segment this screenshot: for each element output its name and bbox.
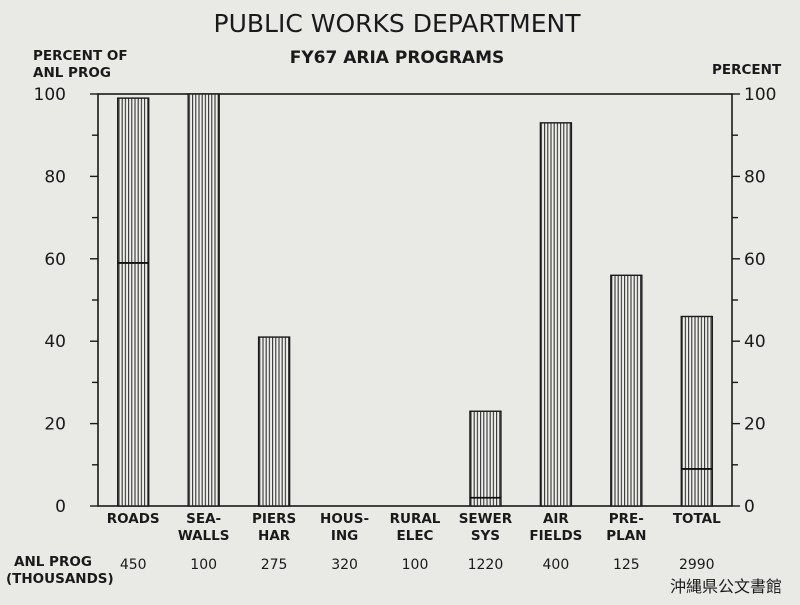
left-axis-label-line1: PERCENT OF <box>33 48 128 64</box>
bar <box>469 410 502 507</box>
anl-prog-row: 450 100 275 320 100 1220 400 125 2990 <box>120 557 715 573</box>
x-tick-label: ROADS <box>107 511 160 527</box>
right-tick-label: 20 <box>744 415 766 435</box>
left-axis-label-line2: ANL PROG <box>33 65 111 81</box>
x-tick-label: PLAN <box>606 528 646 544</box>
x-tick-label: TOTAL <box>673 511 721 527</box>
anl-prog-value: 275 <box>261 557 288 573</box>
anl-prog-value: 320 <box>331 557 358 573</box>
x-tick-label: SEA- <box>186 511 221 527</box>
x-tick-label: AIR <box>543 511 569 527</box>
x-tick-label: HAR <box>258 528 291 544</box>
left-tick-label: 20 <box>44 415 66 435</box>
x-tick-label: SEWER <box>459 511 513 527</box>
x-tick-label: PIERS <box>252 511 296 527</box>
bar-series <box>117 93 713 507</box>
left-tick-label: 60 <box>44 250 66 270</box>
row-label-line1: ANL PROG <box>14 554 92 570</box>
anl-prog-value: 400 <box>543 557 570 573</box>
left-tick-label: 40 <box>44 332 66 352</box>
anl-prog-value: 125 <box>613 557 640 573</box>
right-axis-label: PERCENT <box>712 62 782 78</box>
bar <box>610 274 643 507</box>
chart-axes: 0 0 20 20 40 40 60 60 80 80 100 100 <box>34 85 777 517</box>
x-tick-label: HOUS- <box>320 511 369 527</box>
bar <box>680 315 713 507</box>
x-tick-label: PRE- <box>609 511 644 527</box>
anl-prog-value: 100 <box>402 557 429 573</box>
x-tick-label: WALLS <box>178 528 230 544</box>
x-tick-label: SYS <box>471 528 500 544</box>
x-tick-label: RURAL <box>390 511 441 527</box>
row-label-line2: (THOUSANDS) <box>6 571 114 587</box>
anl-prog-value: 450 <box>120 557 147 573</box>
bar <box>539 122 573 507</box>
x-tick-label: ING <box>331 528 358 544</box>
bar <box>257 336 291 507</box>
anl-prog-value: 100 <box>190 557 217 573</box>
right-tick-label: 80 <box>744 167 766 187</box>
archive-stamp: 沖縄県公文書館 <box>669 577 782 596</box>
x-tick-label: ELEC <box>397 528 434 544</box>
bar <box>187 93 220 507</box>
left-tick-label: 80 <box>44 167 66 187</box>
right-tick-label: 0 <box>744 497 755 517</box>
left-tick-label: 0 <box>55 497 66 517</box>
right-tick-label: 40 <box>744 332 766 352</box>
right-tick-label: 60 <box>744 250 766 270</box>
left-tick-label: 100 <box>34 85 66 105</box>
anl-prog-value: 1220 <box>468 557 504 573</box>
chart-title: PUBLIC WORKS DEPARTMENT <box>214 9 582 38</box>
chart-subtitle: FY67 ARIA PROGRAMS <box>290 48 505 68</box>
bar <box>117 97 150 507</box>
x-tick-label: FIELDS <box>529 528 582 544</box>
right-tick-label: 100 <box>744 85 776 105</box>
anl-prog-value: 2990 <box>679 557 715 573</box>
